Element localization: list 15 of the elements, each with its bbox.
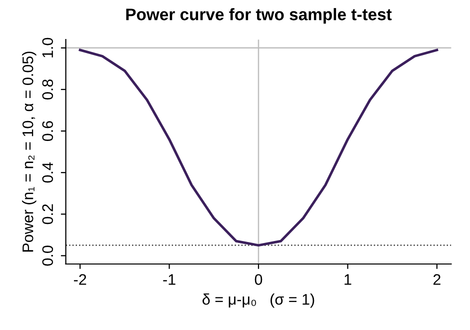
y-tick-label: 0.6 <box>42 121 54 142</box>
y-tick-label: 0.4 <box>42 162 54 183</box>
y-axis-title: Power (n₁ = n₂ = 10, α = 0.05) <box>22 52 36 252</box>
y-tick-label: 0.8 <box>42 80 54 100</box>
x-tick-label: 1 <box>344 274 352 285</box>
x-axis-title: δ = μ-μ₀ (σ = 1) <box>202 294 314 308</box>
line-series <box>78 48 438 247</box>
y-tick-label: 1.0 <box>42 38 54 58</box>
y-tick-label: 0.0 <box>42 246 54 266</box>
x-tick-label: 0 <box>254 274 262 285</box>
chart-title: Power curve for two sample t-test <box>126 8 392 24</box>
x-tick-label: 2 <box>433 274 440 285</box>
x-tick-label: -1 <box>163 274 176 285</box>
x-tick-label: -2 <box>74 274 86 285</box>
y-tick-label: 0.2 <box>42 204 54 224</box>
